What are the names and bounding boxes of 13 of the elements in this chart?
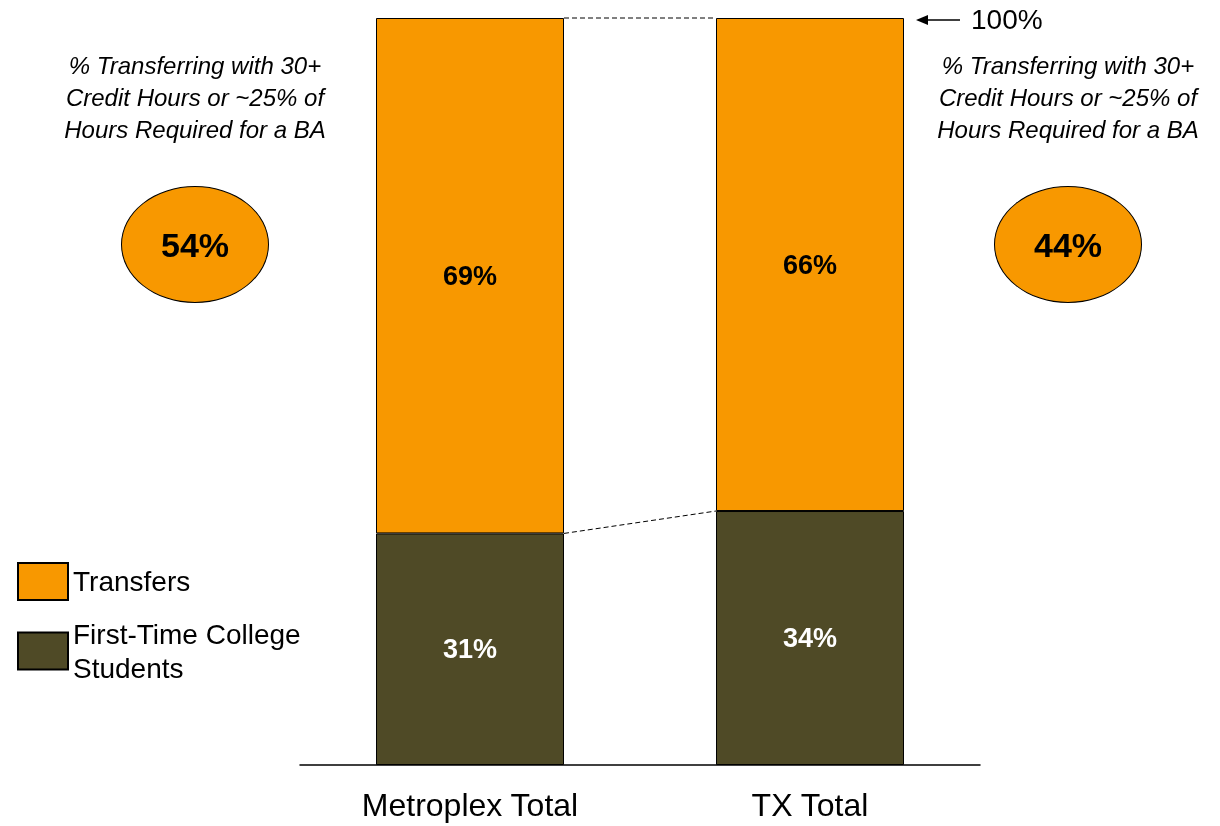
data-label: 66%	[782, 249, 838, 280]
data-label: 34%	[782, 623, 838, 654]
legend-label: Transfers	[73, 566, 191, 597]
legend-label: First-Time College Students	[73, 618, 309, 684]
data-label: 31%	[442, 634, 498, 665]
x-tick-label: Metroplex Total	[361, 787, 579, 823]
data-label: 69%	[442, 260, 498, 291]
text: 54%	[160, 225, 230, 265]
annotation: % Transferring with 30+ Credit Hours or ~25% of Hours Required for a BA	[936, 51, 1200, 145]
annotation: 100%	[971, 3, 1043, 37]
annotation: % Transferring with 30+ Credit Hours or ~25% of Hours Required for a BA	[63, 51, 327, 145]
x-tick-label: TX Total	[751, 787, 869, 823]
text: 44%	[1033, 225, 1103, 265]
